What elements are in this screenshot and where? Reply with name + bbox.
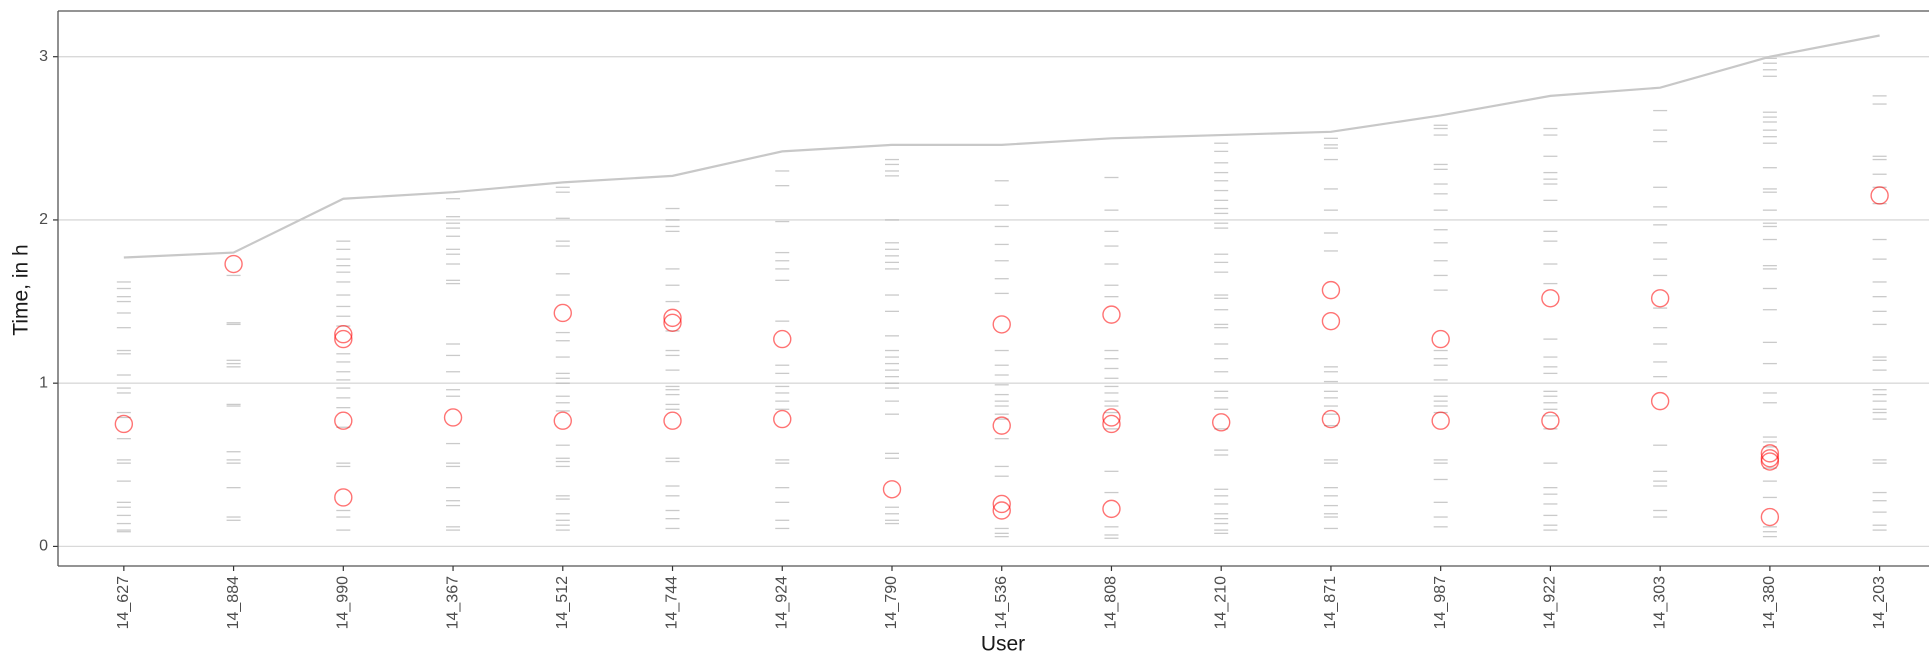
highlight-point bbox=[334, 488, 353, 507]
x-tick-label: 14_512 bbox=[554, 576, 571, 629]
x-tick-label: 14_203 bbox=[1871, 576, 1888, 629]
highlight-point bbox=[1102, 305, 1121, 324]
highlight-point bbox=[773, 329, 792, 349]
highlight-point bbox=[992, 501, 1011, 520]
highlight-point bbox=[1760, 449, 1780, 468]
y-axis-title: Time, in h bbox=[10, 244, 33, 335]
highlight-point bbox=[1102, 414, 1121, 434]
x-axis-title: User bbox=[981, 633, 1025, 656]
y-tick-label: 1 bbox=[39, 374, 48, 391]
highlight-point bbox=[1102, 408, 1121, 427]
highlight-point bbox=[553, 411, 572, 430]
highlight-point bbox=[1102, 499, 1121, 519]
highlight-point bbox=[1870, 186, 1889, 205]
x-tick-label: 14_922 bbox=[1542, 576, 1559, 629]
y-tick-label: 3 bbox=[39, 48, 48, 65]
x-tick-label: 14_380 bbox=[1761, 576, 1778, 629]
highlight-point bbox=[553, 303, 572, 323]
x-tick-label: 14_924 bbox=[773, 576, 790, 629]
highlight-point bbox=[1321, 311, 1341, 331]
highlight-point bbox=[1431, 329, 1450, 349]
highlight-point bbox=[224, 254, 243, 274]
highlight-point bbox=[1650, 289, 1670, 308]
x-tick-label: 14_536 bbox=[993, 576, 1010, 629]
highlight-point bbox=[334, 411, 353, 430]
highlight-point bbox=[1541, 411, 1560, 430]
highlight-point bbox=[773, 409, 792, 429]
highlight-point bbox=[1212, 413, 1231, 432]
max-line bbox=[123, 34, 1880, 259]
highlight-point bbox=[1321, 280, 1341, 300]
highlight-point bbox=[663, 313, 682, 332]
highlight-point bbox=[663, 411, 682, 430]
x-tick-label: 14_367 bbox=[444, 576, 461, 629]
highlight-point bbox=[992, 494, 1011, 514]
highlight-point bbox=[1541, 289, 1560, 308]
x-tick-label: 14_303 bbox=[1651, 576, 1668, 629]
x-tick-label: 14_808 bbox=[1103, 576, 1120, 629]
highlight-point bbox=[334, 325, 353, 344]
x-tick-label: 14_790 bbox=[883, 576, 900, 629]
x-tick-label: 14_210 bbox=[1212, 576, 1229, 629]
y-tick-label: 0 bbox=[39, 538, 48, 555]
y-tick-label: 2 bbox=[39, 211, 48, 228]
x-tick-label: 14_627 bbox=[115, 576, 132, 629]
highlight-point bbox=[114, 414, 134, 434]
x-tick-label: 14_744 bbox=[664, 576, 681, 629]
x-tick-label: 14_871 bbox=[1322, 576, 1339, 629]
highlight-point bbox=[992, 416, 1011, 435]
highlight-point bbox=[663, 308, 682, 328]
highlight-point bbox=[443, 408, 463, 427]
highlight-point bbox=[1760, 444, 1780, 463]
x-tick-label: 14_884 bbox=[225, 576, 242, 629]
highlight-point bbox=[334, 329, 353, 349]
highlight-point bbox=[1650, 391, 1670, 411]
x-tick-label: 14_987 bbox=[1432, 576, 1449, 629]
highlight-point bbox=[1431, 411, 1450, 430]
highlight-point bbox=[1760, 507, 1780, 527]
highlight-point bbox=[1321, 409, 1341, 429]
highlight-point bbox=[1760, 452, 1780, 471]
x-tick-label: 14_990 bbox=[335, 576, 352, 629]
highlight-point bbox=[992, 315, 1011, 334]
highlight-point bbox=[882, 480, 902, 499]
